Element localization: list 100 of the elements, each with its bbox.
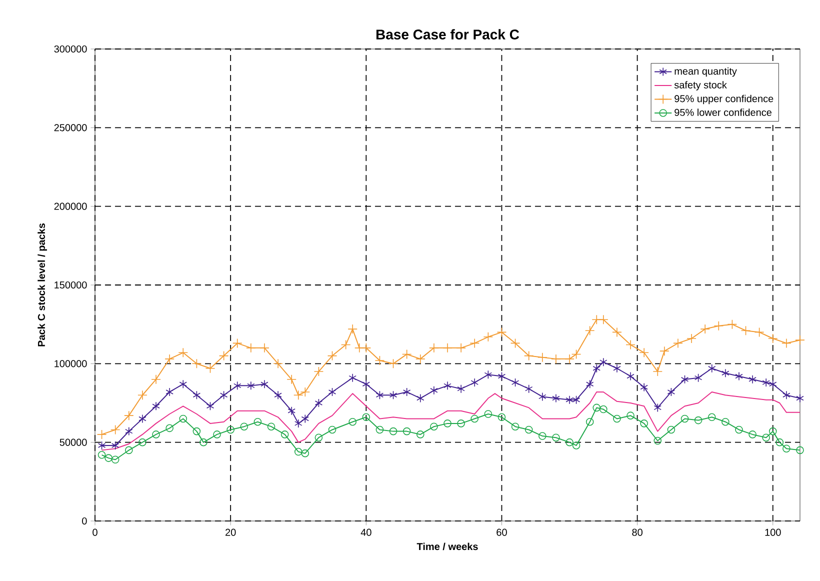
point: [328, 388, 336, 396]
point: [776, 438, 784, 446]
legend-label: mean quantity: [674, 67, 737, 77]
point: [111, 456, 120, 464]
point: [552, 394, 560, 403]
point: [354, 343, 364, 353]
y-tick-label: 250000: [54, 124, 87, 132]
point: [233, 381, 242, 390]
point: [673, 338, 683, 348]
point: [206, 402, 214, 411]
point: [402, 388, 411, 396]
point: [138, 438, 146, 446]
x-tick-label: 20: [226, 528, 236, 536]
point: [402, 349, 412, 360]
point: [768, 427, 777, 436]
point: [796, 446, 804, 454]
y-tick-label: 50000: [60, 438, 87, 446]
point: [376, 426, 384, 434]
point: [267, 422, 276, 430]
point: [314, 434, 323, 442]
point: [192, 390, 201, 400]
point: [538, 432, 546, 440]
point: [314, 398, 323, 408]
point: [686, 334, 696, 344]
point: [667, 426, 676, 434]
y-tick-label: 200000: [54, 202, 87, 210]
point: [152, 430, 160, 438]
point: [232, 338, 242, 348]
point: [566, 438, 574, 446]
point: [348, 324, 358, 334]
x-tick-label: 100: [765, 528, 781, 536]
point: [125, 426, 133, 436]
point: [98, 441, 106, 450]
point: [571, 349, 582, 360]
point: [762, 434, 770, 442]
point: [260, 343, 270, 353]
point: [470, 378, 478, 387]
point: [470, 414, 479, 423]
point: [361, 343, 372, 353]
point: [511, 422, 520, 430]
point: [754, 327, 764, 338]
point: [592, 404, 601, 412]
point: [584, 326, 595, 336]
point: [552, 434, 560, 442]
point: [795, 335, 805, 345]
point: [192, 427, 201, 436]
point: [660, 346, 670, 356]
x-tick-label: 60: [496, 528, 507, 536]
point: [708, 413, 716, 422]
point: [388, 358, 398, 369]
point: [511, 378, 520, 387]
point: [654, 403, 662, 412]
point: [200, 438, 208, 446]
point: [213, 430, 221, 438]
x-tick-label: 40: [360, 528, 372, 536]
legend-label: 95% upper confidence: [674, 94, 774, 104]
point: [246, 343, 256, 353]
point: [429, 343, 439, 353]
point: [626, 372, 634, 381]
point: [484, 410, 492, 418]
point: [626, 340, 636, 350]
point: [110, 424, 120, 435]
point: [640, 382, 648, 392]
point: [524, 350, 534, 361]
point: [444, 420, 452, 428]
point: [524, 426, 533, 434]
point: [192, 358, 202, 369]
point: [240, 422, 248, 430]
point: [340, 340, 351, 350]
point: [273, 358, 283, 369]
y-tick-label: 300000: [54, 45, 87, 53]
point: [524, 384, 533, 394]
point: [748, 374, 756, 384]
point: [286, 374, 296, 384]
point: [151, 374, 161, 384]
point: [294, 448, 302, 456]
point: [667, 388, 676, 396]
chart-title: Base Case for Pack C: [376, 29, 520, 40]
point: [226, 426, 234, 434]
point: [708, 364, 716, 373]
point: [538, 392, 546, 402]
point: [694, 416, 702, 424]
point: [220, 390, 228, 400]
point: [456, 343, 466, 353]
point: [205, 363, 216, 374]
point: [348, 373, 356, 382]
point: [300, 387, 310, 397]
point: [484, 370, 492, 380]
point: [166, 424, 174, 432]
point: [254, 418, 262, 426]
point: [769, 380, 777, 389]
point: [592, 364, 600, 373]
point: [247, 381, 255, 390]
point: [444, 381, 452, 390]
point: [218, 350, 229, 361]
point: [179, 414, 188, 423]
point: [288, 406, 296, 416]
point: [430, 386, 438, 395]
point: [104, 454, 112, 462]
point: [415, 354, 426, 364]
